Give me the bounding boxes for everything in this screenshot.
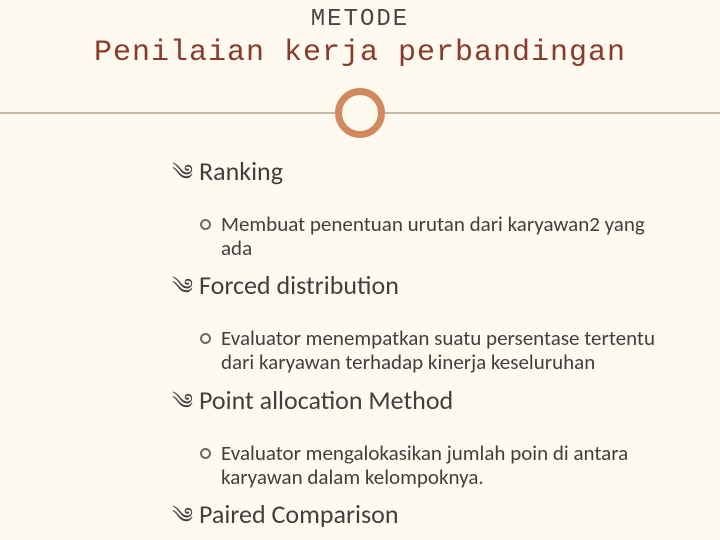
content-area: ༄ Ranking Membuat penentuan urutan dari … [172, 148, 660, 540]
swirl-bullet-icon: ༄ [172, 262, 193, 324]
title-line2: Penilaian kerja perbandingan [0, 35, 720, 71]
item-heading-text: Point allocation Method [199, 384, 453, 416]
title-block: METODE Penilaian kerja perbandingan [0, 0, 720, 71]
swirl-bullet-icon: ༄ [172, 377, 193, 439]
swirl-bullet-icon: ༄ [172, 148, 193, 210]
item-sub: Evaluator menempatkan suatu persentase t… [172, 326, 660, 374]
item-sub-text: Evaluator mengalokasikan jumlah poin di … [221, 441, 660, 489]
list-item: ༄ Point allocation Method Evaluator meng… [172, 377, 660, 489]
item-heading: ༄ Forced distribution [172, 262, 660, 324]
list-item: ༄ Paired Comparison Membandingkan 2 kary… [172, 491, 660, 540]
circle-bullet-icon [200, 333, 211, 344]
item-heading: ༄ Paired Comparison [172, 491, 660, 540]
title-line1: METODE [0, 6, 720, 35]
slide: METODE Penilaian kerja perbandingan ༄ Ra… [0, 0, 720, 540]
item-heading-text: Forced distribution [199, 269, 399, 301]
accent-circle [335, 88, 385, 138]
circle-bullet-icon [200, 448, 211, 459]
item-sub-text: Membuat penentuan urutan dari karyawan2 … [221, 212, 660, 260]
item-sub: Evaluator mengalokasikan jumlah poin di … [172, 441, 660, 489]
list-item: ༄ Ranking Membuat penentuan urutan dari … [172, 148, 660, 260]
circle-bullet-icon [200, 219, 211, 230]
item-heading: ༄ Ranking [172, 148, 660, 210]
item-sub: Membuat penentuan urutan dari karyawan2 … [172, 212, 660, 260]
item-heading-text: Paired Comparison [199, 498, 399, 530]
item-heading: ༄ Point allocation Method [172, 377, 660, 439]
item-sub-text: Evaluator menempatkan suatu persentase t… [221, 326, 660, 374]
item-heading-text: Ranking [199, 155, 283, 187]
swirl-bullet-icon: ༄ [172, 491, 193, 540]
list-item: ༄ Forced distribution Evaluator menempat… [172, 262, 660, 374]
